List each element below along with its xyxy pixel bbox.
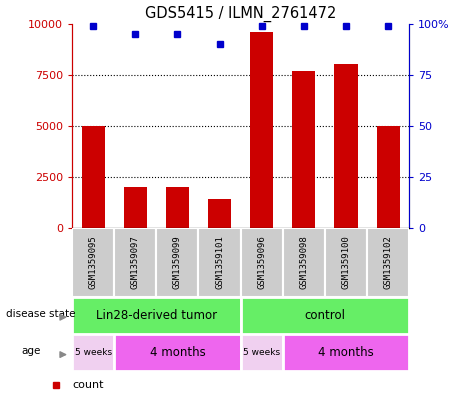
Text: 4 months: 4 months (318, 346, 374, 359)
Text: count: count (72, 380, 104, 389)
Bar (250, 32, 273, 228)
Bar (241, 228, 283, 297)
Text: Lin28-derived tumor: Lin28-derived tumor (96, 309, 217, 322)
Text: 5 weeks: 5 weeks (243, 348, 280, 357)
Text: GSM1359097: GSM1359097 (131, 235, 140, 289)
Text: GSM1359102: GSM1359102 (384, 235, 392, 289)
Bar (156, 228, 199, 297)
Bar (241, 334, 283, 371)
Bar (334, 64, 358, 228)
Text: GSM1359098: GSM1359098 (299, 235, 308, 289)
Bar (114, 334, 241, 371)
Text: 5 weeks: 5 weeks (74, 348, 112, 357)
Text: GSM1359096: GSM1359096 (257, 235, 266, 289)
Bar (377, 126, 400, 228)
Bar (72, 228, 114, 297)
Bar (241, 297, 409, 334)
Text: GSM1359095: GSM1359095 (89, 235, 98, 289)
Bar (114, 228, 156, 297)
Bar (208, 199, 231, 228)
Bar (72, 297, 241, 334)
Text: 4 months: 4 months (150, 346, 206, 359)
Bar (292, 71, 315, 228)
Bar (166, 187, 189, 228)
Bar (72, 334, 114, 371)
Bar (199, 228, 241, 297)
Bar (283, 228, 325, 297)
Bar (325, 228, 367, 297)
Title: GDS5415 / ILMN_2761472: GDS5415 / ILMN_2761472 (145, 6, 336, 22)
Text: GSM1359100: GSM1359100 (341, 235, 351, 289)
Bar (81, 126, 105, 228)
Bar (124, 187, 147, 228)
Bar (283, 334, 409, 371)
Text: GSM1359101: GSM1359101 (215, 235, 224, 289)
Text: age: age (21, 346, 41, 356)
Text: disease state: disease state (6, 309, 75, 318)
Text: control: control (305, 309, 345, 322)
Text: GSM1359099: GSM1359099 (173, 235, 182, 289)
Bar (367, 228, 409, 297)
